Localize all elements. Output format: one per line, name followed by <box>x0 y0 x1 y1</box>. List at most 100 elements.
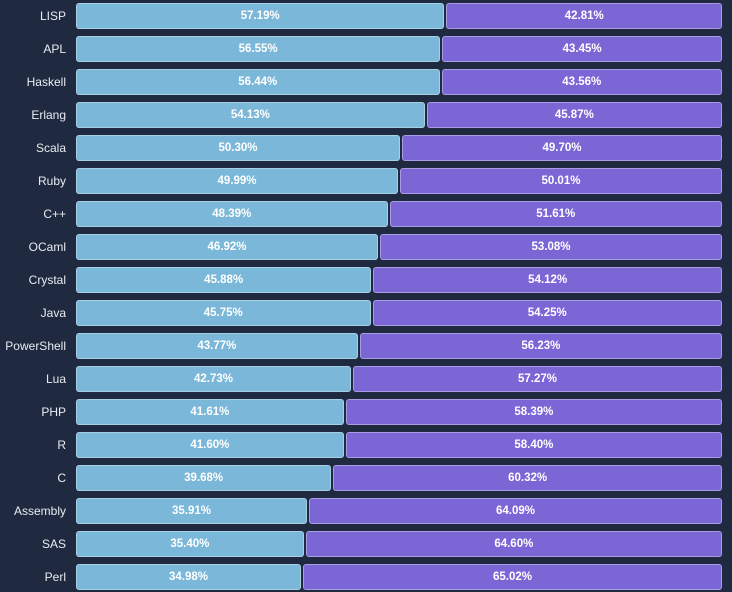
bar-segment-2: 58.40% <box>345 432 722 458</box>
data-label: 49.70% <box>542 142 582 154</box>
bar-segment-2: 64.09% <box>308 498 722 524</box>
data-label: 41.60% <box>190 439 230 451</box>
data-label: 41.61% <box>190 406 230 418</box>
chart-row: Java 45.75% 54.25% <box>0 300 732 326</box>
chart-row: Perl 34.98% 65.02% <box>0 564 732 590</box>
bar-segment-1: 45.88% <box>76 267 372 293</box>
category-label: C++ <box>43 207 66 221</box>
data-label: 42.73% <box>194 373 234 385</box>
chart-row: OCaml 46.92% 53.08% <box>0 234 732 260</box>
bar-segment-1: 35.91% <box>76 498 307 524</box>
bar-segment-1: 50.30% <box>76 135 400 161</box>
category-label: Perl <box>44 570 66 584</box>
category-label: Assembly <box>13 504 66 518</box>
chart-row: R 41.60% 58.40% <box>0 432 732 458</box>
category-label: LISP <box>39 9 66 23</box>
category-label: Ruby <box>37 174 66 188</box>
chart-row: Crystal 45.88% 54.12% <box>0 267 732 293</box>
data-label: 45.88% <box>204 274 244 286</box>
bar-segment-1: 56.55% <box>76 36 441 62</box>
data-label: 35.91% <box>171 505 211 517</box>
bar-segment-1: 45.75% <box>76 300 371 326</box>
chart-row: SAS 35.40% 64.60% <box>0 531 732 557</box>
data-label: 60.32% <box>508 472 548 484</box>
category-label: OCaml <box>28 240 66 254</box>
bar-segment-2: 43.56% <box>441 69 722 95</box>
data-label: 51.61% <box>536 208 576 220</box>
bar-segment-2: 51.61% <box>389 201 722 227</box>
bar-segment-1: 48.39% <box>76 201 388 227</box>
data-label: 56.55% <box>238 43 278 55</box>
chart-row: Scala 50.30% 49.70% <box>0 135 732 161</box>
bar-segment-1: 41.61% <box>76 399 344 425</box>
data-label: 46.92% <box>207 241 247 253</box>
bar-segment-1: 56.44% <box>76 69 440 95</box>
bar-segment-1: 57.19% <box>76 3 445 29</box>
chart-row: C 39.68% 60.32% <box>0 465 732 491</box>
data-label: 64.09% <box>495 505 535 517</box>
bar-segment-2: 54.25% <box>372 300 722 326</box>
category-label: Scala <box>35 141 66 155</box>
category-label: APL <box>43 42 66 56</box>
bar-segment-1: 35.40% <box>76 531 304 557</box>
chart-row: PHP 41.61% 58.39% <box>0 399 732 425</box>
data-label: 58.39% <box>514 406 554 418</box>
chart-row: Haskell 56.44% 43.56% <box>0 69 732 95</box>
category-label: R <box>57 438 66 452</box>
bar-segment-1: 42.73% <box>76 366 352 392</box>
chart-row: APL 56.55% 43.45% <box>0 36 732 62</box>
chart-row: LISP 57.19% 42.81% <box>0 3 732 29</box>
data-label: 56.44% <box>238 76 278 88</box>
data-label: 50.01% <box>541 175 581 187</box>
bar-segment-1: 46.92% <box>76 234 379 260</box>
chart-row: Lua 42.73% 57.27% <box>0 366 732 392</box>
chart-row: Assembly 35.91% 64.09% <box>0 498 732 524</box>
bar-segment-1: 54.13% <box>76 102 425 128</box>
bar-segment-2: 42.81% <box>446 3 722 29</box>
bar-segment-2: 57.27% <box>353 366 722 392</box>
category-label: SAS <box>41 537 66 551</box>
data-label: 48.39% <box>212 208 252 220</box>
category-label: PHP <box>41 405 66 419</box>
data-label: 42.81% <box>564 10 604 22</box>
bar-segment-2: 49.70% <box>401 135 722 161</box>
category-label: Haskell <box>26 75 66 89</box>
bar-segment-1: 49.99% <box>76 168 398 194</box>
data-label: 45.75% <box>203 307 243 319</box>
bar-segment-2: 60.32% <box>333 465 722 491</box>
category-label: C <box>57 471 66 485</box>
chart-row: Ruby 49.99% 50.01% <box>0 168 732 194</box>
data-label: 54.12% <box>528 274 568 286</box>
category-label: PowerShell <box>5 339 66 353</box>
bar-segment-2: 43.45% <box>442 36 722 62</box>
data-label: 45.87% <box>554 109 594 121</box>
data-label: 54.25% <box>527 307 567 319</box>
bar-segment-2: 45.87% <box>426 102 722 128</box>
chart-row: PowerShell 43.77% 56.23% <box>0 333 732 359</box>
bar-segment-2: 53.08% <box>380 234 722 260</box>
bar-segment-2: 50.01% <box>399 168 722 194</box>
bar-segment-2: 56.23% <box>359 333 722 359</box>
bar-segment-2: 65.02% <box>302 564 722 590</box>
data-label: 54.13% <box>230 109 270 121</box>
data-label: 57.19% <box>240 10 280 22</box>
category-label: Lua <box>45 372 66 386</box>
data-label: 49.99% <box>217 175 257 187</box>
category-label: Crystal <box>28 273 66 287</box>
chart-row: Erlang 54.13% 45.87% <box>0 102 732 128</box>
bar-segment-1: 34.98% <box>76 564 301 590</box>
data-label: 35.40% <box>170 538 210 550</box>
bar-segment-1: 39.68% <box>76 465 332 491</box>
bar-segment-2: 58.39% <box>345 399 722 425</box>
chart-row: C++ 48.39% 51.61% <box>0 201 732 227</box>
data-label: 57.27% <box>518 373 558 385</box>
category-label: Erlang <box>31 108 66 122</box>
bar-segment-2: 54.12% <box>373 267 722 293</box>
data-label: 34.98% <box>168 571 208 583</box>
data-label: 43.45% <box>562 43 602 55</box>
data-label: 43.77% <box>197 340 237 352</box>
data-label: 65.02% <box>492 571 532 583</box>
data-label: 53.08% <box>531 241 571 253</box>
category-label: Java <box>40 306 66 320</box>
